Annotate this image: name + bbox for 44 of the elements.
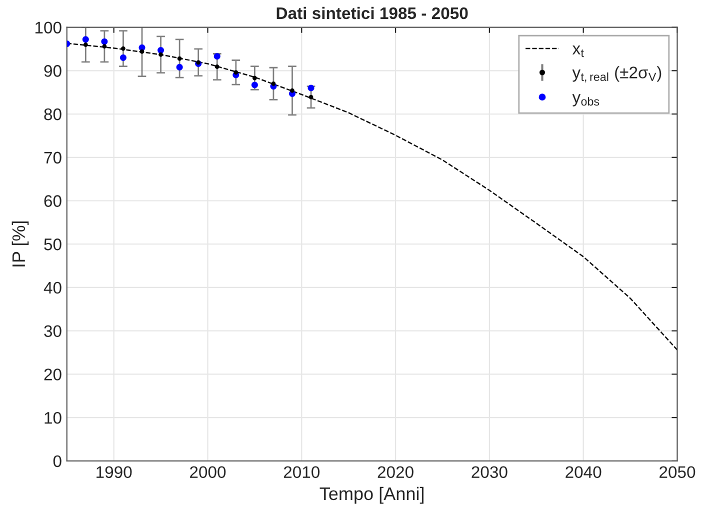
legend-label: x$_{t}$ [572, 46, 584, 58]
point [140, 49, 144, 54]
x-tick-label: 1990 [96, 466, 132, 478]
y-tick-label: 60 [44, 195, 62, 207]
y-tick-label: 90 [44, 65, 62, 77]
point [252, 76, 257, 80]
point [308, 94, 314, 100]
legend-label: y$_{obs}$ [572, 94, 600, 106]
point [121, 46, 126, 51]
y-tick-label: 100 [35, 22, 62, 34]
point [120, 54, 126, 61]
x-tick-label: 2020 [378, 466, 414, 478]
point [102, 44, 107, 49]
point [158, 52, 163, 57]
x-axis-title: Tempo [Anni] [320, 486, 424, 504]
point [177, 56, 182, 61]
y-tick-label: 20 [44, 368, 62, 380]
point [176, 64, 183, 70]
point [214, 64, 220, 69]
y-tick-label: 0 [53, 455, 62, 468]
x-tick-label: 2030 [472, 466, 508, 478]
point [158, 47, 164, 54]
x-tick-label: 2040 [566, 466, 602, 478]
point [214, 53, 220, 60]
point [83, 42, 88, 47]
y-tick-label: 70 [44, 152, 62, 164]
point [308, 84, 314, 92]
y-tick-label: 40 [44, 282, 62, 294]
legend-label: y$_{t,real}$ (±2σ$_{V}$) [572, 66, 662, 82]
point [101, 38, 108, 45]
x-tick-label: 2000 [190, 466, 226, 478]
y-tick-label: 80 [44, 108, 62, 120]
y-tick-label: 10 [44, 412, 62, 424]
point [234, 70, 238, 75]
chart-title: Dati sintetici 1985 - 2050 [276, 6, 468, 20]
point [271, 81, 276, 86]
point [290, 88, 294, 93]
point [82, 36, 89, 43]
x-tick-label: 2050 [660, 466, 696, 478]
x-tick-label: 2010 [284, 466, 320, 478]
point [251, 82, 258, 88]
y-axis-title: IP [%] [12, 221, 29, 266]
y-tick-label: 50 [44, 238, 62, 250]
y-tick-label: 30 [44, 325, 62, 338]
